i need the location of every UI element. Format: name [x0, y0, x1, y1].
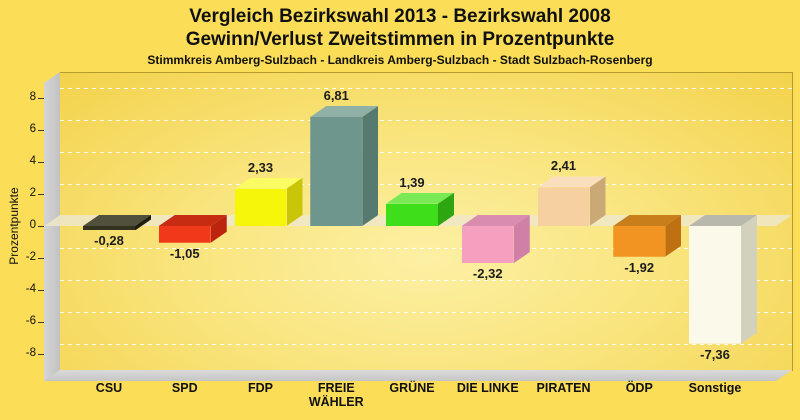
value-label: 2,33: [247, 159, 274, 175]
category-label-spd: SPD: [171, 381, 198, 395]
category-label-grüne: GRÜNE: [389, 381, 435, 395]
y-tick-label: 4: [29, 155, 36, 167]
y-tick-mark: [38, 194, 45, 195]
gridline: [60, 280, 792, 281]
value-label: 1,39: [399, 174, 425, 190]
y-tick-label: -8: [25, 347, 36, 359]
chart-subtitle: Stimmkreis Amberg-Sulzbach - Landkreis A…: [147, 53, 653, 67]
bar-side: [741, 215, 757, 344]
bar-front: [310, 117, 363, 226]
bar-front: [234, 188, 287, 226]
bar-side: [665, 215, 682, 257]
gridline: [60, 248, 792, 249]
gridline: [60, 184, 792, 185]
y-tick-mark: [38, 290, 45, 291]
value-label: -2,32: [472, 266, 503, 282]
chart-title-line1: Vergleich Bezirkswahl 2013 - Bezirkswahl…: [189, 6, 611, 27]
category-label-die-linke: DIE LINKE: [456, 381, 519, 395]
y-tick-mark: [38, 162, 45, 163]
y-tick-label: 6: [29, 123, 36, 135]
category-label-sonstige: Sonstige: [688, 381, 742, 395]
value-label: -7,36: [700, 346, 730, 362]
gridline: [60, 312, 792, 313]
category-label-fdp: FDP: [248, 381, 273, 395]
bar-top: [461, 215, 530, 226]
bar-front: [613, 226, 666, 257]
y-tick-mark: [38, 98, 45, 99]
value-label: -1,05: [169, 245, 200, 261]
y-tick-label: 8: [29, 91, 36, 103]
y-tick-mark: [38, 258, 45, 259]
category-label-csu: CSU: [95, 381, 123, 395]
category-label-freie-wähler: FREIE WÄHLER: [308, 381, 364, 409]
category-label-ödp: ÖDP: [625, 381, 653, 395]
chart-title-line2: Gewinn/Verlust Zweitstimmen in Prozentpu…: [185, 29, 615, 50]
y-tick-label: -2: [25, 251, 36, 263]
y-tick-label: 2: [29, 187, 36, 199]
bar-front: [689, 226, 741, 344]
bar-front: [537, 187, 590, 226]
gridline: [60, 152, 792, 153]
bar-top: [386, 192, 454, 204]
bar-front: [83, 226, 135, 231]
gridline: [60, 88, 792, 89]
bar-side: [438, 192, 454, 226]
bar-top: [689, 215, 757, 226]
gridline: [60, 120, 792, 121]
bar-side: [513, 215, 530, 264]
bar-side: [286, 177, 303, 226]
bar-top: [310, 106, 379, 118]
bar-top: [234, 177, 303, 189]
category-label-piraten: PIRATEN: [536, 381, 591, 395]
bar-top: [613, 215, 682, 226]
bar-top: [83, 215, 151, 226]
y-tick-mark: [38, 130, 45, 131]
plot-left-wall: [44, 72, 60, 381]
y-tick-label: 0: [29, 219, 36, 231]
value-label: -0,28: [94, 233, 124, 249]
gridline: [60, 344, 792, 345]
bar-front: [386, 203, 438, 226]
bar-top: [537, 176, 606, 188]
value-label: 2,41: [550, 158, 577, 174]
y-tick-mark: [38, 226, 45, 227]
bar-top: [158, 215, 227, 226]
y-tick-mark: [38, 354, 45, 355]
bar-side: [362, 106, 379, 226]
value-label: 6,81: [323, 88, 349, 104]
plot-floor: [44, 370, 792, 381]
y-tick-label: -6: [25, 315, 36, 327]
bar-front: [158, 226, 211, 243]
value-label: -1,92: [624, 259, 655, 275]
y-tick-label: -4: [25, 283, 36, 295]
bar-front: [461, 226, 514, 264]
y-tick-mark: [38, 322, 45, 323]
bar-side: [589, 176, 606, 226]
